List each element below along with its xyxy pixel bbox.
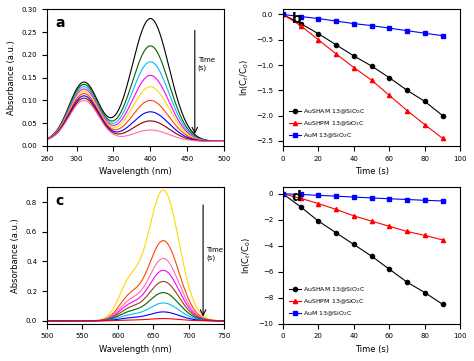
AuM 13@SiO$_2$C (369, 196, 374, 200)
AuSHPM 13@SiO$_2$C (369, 219, 374, 223)
AuSHPM 13@SiO$_2$C (351, 65, 357, 70)
Y-axis label: ln(C$_t$/C$_0$): ln(C$_t$/C$_0$) (240, 237, 253, 274)
AuSHPM 13@SiO$_2$C (351, 214, 357, 218)
AuSHPM 13@SiO$_2$C (440, 136, 446, 140)
X-axis label: Wavelength (nm): Wavelength (nm) (99, 167, 172, 176)
Text: c: c (56, 194, 64, 208)
Line: AuSHPM 13@SiO$_2$C: AuSHPM 13@SiO$_2$C (281, 12, 445, 140)
Text: Time
(s): Time (s) (206, 247, 223, 261)
AuM 13@SiO$_2$C (351, 195, 357, 199)
AuM 13@SiO$_2$C (280, 192, 286, 196)
Line: AuSHAM 13@SiO$_2$C: AuSHAM 13@SiO$_2$C (281, 192, 445, 306)
AuM 13@SiO$_2$C (422, 198, 428, 203)
Legend: AuSHAM 13@SiO$_2$C, AuSHPM 13@SiO$_2$C, AuM 13@SiO$_2$C: AuSHAM 13@SiO$_2$C, AuSHPM 13@SiO$_2$C, … (286, 105, 368, 143)
X-axis label: Time (s): Time (s) (355, 167, 389, 176)
X-axis label: Time (s): Time (s) (355, 345, 389, 354)
AuM 13@SiO$_2$C (422, 31, 428, 35)
Legend: AuSHAM 13@SiO$_2$C, AuSHPM 13@SiO$_2$C, AuM 13@SiO$_2$C: AuSHAM 13@SiO$_2$C, AuSHPM 13@SiO$_2$C, … (286, 283, 368, 321)
AuSHAM 13@SiO$_2$C (316, 31, 321, 36)
AuM 13@SiO$_2$C (440, 34, 446, 38)
AuSHAM 13@SiO$_2$C (280, 192, 286, 196)
AuSHAM 13@SiO$_2$C (351, 54, 357, 58)
AuSHAM 13@SiO$_2$C (422, 99, 428, 104)
AuSHPM 13@SiO$_2$C (386, 224, 392, 229)
AuSHPM 13@SiO$_2$C (404, 229, 410, 234)
AuSHPM 13@SiO$_2$C (333, 52, 339, 56)
AuSHAM 13@SiO$_2$C (298, 21, 303, 26)
Line: AuM 13@SiO$_2$C: AuM 13@SiO$_2$C (281, 192, 445, 203)
AuSHAM 13@SiO$_2$C (404, 280, 410, 284)
AuM 13@SiO$_2$C (333, 194, 339, 198)
AuSHPM 13@SiO$_2$C (316, 201, 321, 206)
Text: b: b (292, 12, 301, 26)
AuSHPM 13@SiO$_2$C (404, 108, 410, 113)
AuM 13@SiO$_2$C (386, 197, 392, 201)
Line: AuSHAM 13@SiO$_2$C: AuSHAM 13@SiO$_2$C (281, 12, 445, 118)
Y-axis label: Absorbance (a.u.): Absorbance (a.u.) (11, 218, 20, 293)
AuSHPM 13@SiO$_2$C (422, 122, 428, 127)
Y-axis label: Absorbance (a.u.): Absorbance (a.u.) (7, 40, 16, 115)
AuM 13@SiO$_2$C (404, 29, 410, 33)
AuSHPM 13@SiO$_2$C (316, 38, 321, 42)
AuSHAM 13@SiO$_2$C (440, 302, 446, 306)
AuM 13@SiO$_2$C (369, 23, 374, 28)
AuM 13@SiO$_2$C (440, 199, 446, 203)
AuSHAM 13@SiO$_2$C (369, 64, 374, 68)
AuM 13@SiO$_2$C (316, 193, 321, 197)
AuM 13@SiO$_2$C (280, 12, 286, 17)
X-axis label: Wavelength (nm): Wavelength (nm) (99, 345, 172, 354)
AuSHPM 13@SiO$_2$C (280, 12, 286, 17)
AuM 13@SiO$_2$C (316, 16, 321, 21)
AuSHAM 13@SiO$_2$C (386, 267, 392, 271)
Text: d: d (292, 190, 301, 204)
Text: a: a (56, 16, 65, 30)
AuSHPM 13@SiO$_2$C (298, 23, 303, 28)
Text: Time
(s): Time (s) (198, 57, 215, 71)
AuSHAM 13@SiO$_2$C (333, 43, 339, 47)
AuSHAM 13@SiO$_2$C (333, 231, 339, 235)
AuM 13@SiO$_2$C (333, 19, 339, 23)
AuSHAM 13@SiO$_2$C (422, 290, 428, 295)
AuSHPM 13@SiO$_2$C (440, 238, 446, 242)
Line: AuM 13@SiO$_2$C: AuM 13@SiO$_2$C (281, 12, 445, 38)
AuM 13@SiO$_2$C (298, 192, 303, 197)
AuSHAM 13@SiO$_2$C (316, 219, 321, 223)
AuSHAM 13@SiO$_2$C (351, 242, 357, 247)
AuSHAM 13@SiO$_2$C (440, 113, 446, 118)
Line: AuSHPM 13@SiO$_2$C: AuSHPM 13@SiO$_2$C (281, 192, 445, 242)
AuSHAM 13@SiO$_2$C (386, 75, 392, 80)
AuM 13@SiO$_2$C (351, 21, 357, 26)
AuSHPM 13@SiO$_2$C (333, 207, 339, 212)
AuSHAM 13@SiO$_2$C (280, 12, 286, 17)
AuSHPM 13@SiO$_2$C (280, 192, 286, 196)
AuSHPM 13@SiO$_2$C (386, 93, 392, 97)
AuM 13@SiO$_2$C (404, 197, 410, 202)
AuSHAM 13@SiO$_2$C (298, 205, 303, 209)
AuM 13@SiO$_2$C (386, 26, 392, 30)
AuSHAM 13@SiO$_2$C (369, 254, 374, 258)
AuSHPM 13@SiO$_2$C (422, 233, 428, 238)
Y-axis label: ln(C$_t$/C$_0$): ln(C$_t$/C$_0$) (238, 59, 250, 96)
AuSHAM 13@SiO$_2$C (404, 88, 410, 92)
AuSHPM 13@SiO$_2$C (369, 78, 374, 82)
AuM 13@SiO$_2$C (298, 14, 303, 19)
AuSHPM 13@SiO$_2$C (298, 196, 303, 200)
